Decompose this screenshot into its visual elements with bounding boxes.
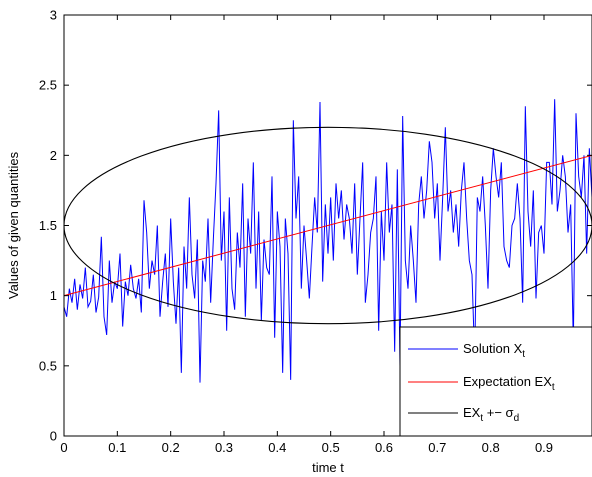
legend-label: Solution Xt <box>463 341 525 360</box>
y-tick-label: 3 <box>50 8 57 23</box>
y-tick-label: 1.5 <box>39 218 57 233</box>
x-axis-ticks: 0 0.1 0.2 0.3 0.4 0.5 0.6 0.7 0.8 0.9 <box>60 15 553 455</box>
x-tick-label: 0.1 <box>108 440 126 455</box>
legend: Solution Xt Expectation EXt EXt +− σd <box>399 326 592 437</box>
y-tick-label: 2 <box>50 148 57 163</box>
y-tick-label: 2.5 <box>39 78 57 93</box>
legend-label: Expectation EXt <box>463 374 555 393</box>
series-solution-line <box>63 99 592 383</box>
x-tick-label: 0.6 <box>375 440 393 455</box>
x-tick-label: 0.8 <box>482 440 500 455</box>
y-tick-label: 0 <box>50 429 57 444</box>
series-expectation-line <box>63 154 592 297</box>
x-tick-label: 0.3 <box>215 440 233 455</box>
x-tick-label: 0 <box>60 440 67 455</box>
x-tick-label: 0.5 <box>322 440 340 455</box>
y-axis-ticks: 0 0.5 1 1.5 2 2.5 3 <box>39 8 592 444</box>
y-tick-label: 1 <box>50 288 57 303</box>
x-axis-label: time t <box>312 460 344 475</box>
y-axis-label: Values of given quantities <box>6 151 21 299</box>
x-tick-label: 0.7 <box>428 440 446 455</box>
y-tick-label: 0.5 <box>39 358 57 373</box>
x-tick-label: 0.2 <box>162 440 180 455</box>
x-tick-label: 0.4 <box>268 440 286 455</box>
x-tick-label: 0.9 <box>535 440 553 455</box>
legend-label: EXt +− σd <box>463 405 519 424</box>
